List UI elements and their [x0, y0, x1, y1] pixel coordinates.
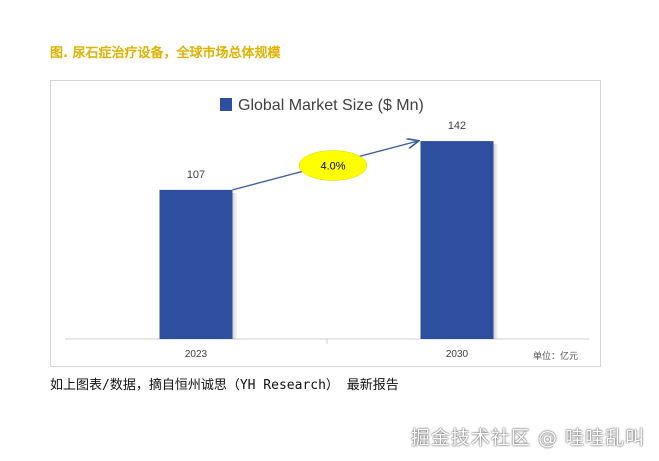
x-tick-label-2023: 2023 — [185, 349, 208, 360]
bar-shadow — [232, 192, 238, 339]
legend-label: Global Market Size ($ Mn) — [238, 97, 424, 114]
data-label-2030: 142 — [448, 120, 466, 132]
x-tick-label-2030: 2030 — [446, 349, 469, 360]
source-caption: 如上图表/数据，摘自恒州诚思（YH Research） 最新报告 — [50, 378, 399, 393]
figure-title: 图. 尿石症治疗设备，全球市场总体规模 — [50, 46, 281, 61]
growth-label: 4.0% — [320, 160, 345, 172]
unit-note: 单位：亿元 — [533, 350, 578, 362]
data-label-2023: 107 — [187, 169, 205, 181]
bar-2023 — [159, 189, 233, 339]
growth-callout — [298, 150, 368, 181]
bar-chart: Global Market Size ($ Mn) 107 2023 142 2030… — [65, 97, 589, 362]
bar-2030 — [420, 141, 494, 339]
chart-frame: Global Market Size ($ Mn) 107 2023 142 2030… — [50, 80, 601, 367]
bar-shadow — [493, 144, 499, 339]
legend-swatch — [220, 98, 232, 111]
watermark: 掘金技术社区 @ 哇哇乱叫 — [410, 427, 645, 449]
